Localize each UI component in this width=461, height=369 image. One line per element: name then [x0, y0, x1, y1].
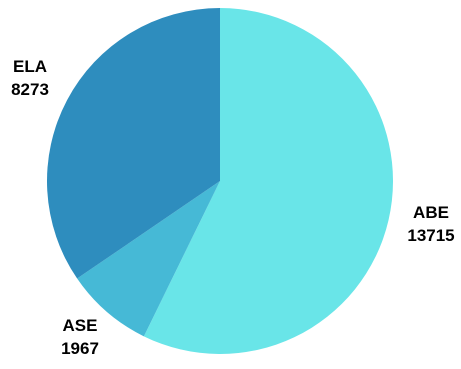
pie-labels: ABE 13715 ASE 1967 ELA 8273	[11, 57, 455, 358]
slice-label-ase: ASE	[63, 316, 98, 335]
slice-value-ase: 1967	[61, 339, 99, 358]
pie-slice-ase	[77, 181, 220, 337]
pie-slice-ela	[46, 7, 221, 279]
slice-label-abe: ABE	[413, 203, 449, 222]
slice-label-ela: ELA	[13, 57, 47, 76]
slice-value-ela: 8273	[11, 80, 49, 99]
slice-value-abe: 13715	[407, 226, 454, 245]
pie-slices	[46, 7, 394, 355]
pie-slice-abe	[143, 7, 394, 355]
